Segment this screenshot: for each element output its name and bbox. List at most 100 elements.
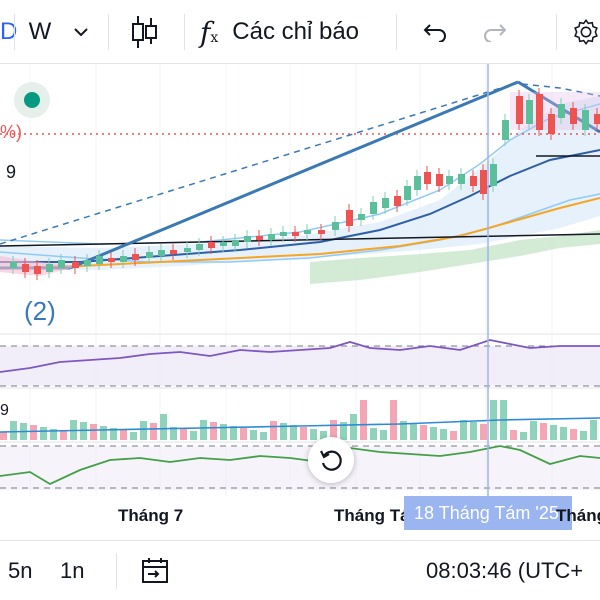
bollinger-fill — [0, 96, 600, 270]
volume-bar — [560, 427, 567, 440]
oscillator-band — [0, 446, 600, 490]
volume-bar — [460, 420, 467, 440]
reset-view-button[interactable] — [308, 437, 354, 483]
indicators-label: Các chỉ báo — [232, 18, 360, 45]
candle-body — [120, 256, 127, 262]
candle-body — [582, 110, 589, 130]
volume-bar — [160, 414, 167, 440]
candle-body — [318, 230, 325, 234]
volume-bar — [280, 423, 287, 440]
range-1n-button[interactable]: 1n — [60, 541, 84, 600]
volume-bar — [30, 425, 37, 440]
chart-area[interactable] — [0, 64, 600, 540]
candle-body — [132, 254, 139, 260]
candle-body — [526, 100, 533, 124]
candle-body — [268, 234, 275, 240]
volume-average-line — [0, 417, 600, 433]
top-toolbar: D W fx Các chỉ báo — [0, 0, 600, 64]
go-to-date-icon[interactable] — [140, 541, 170, 600]
candle-body — [414, 176, 421, 190]
volume-bar — [140, 421, 147, 440]
volume-bar — [170, 427, 177, 440]
time-label-july: Tháng 7 — [118, 506, 184, 525]
volume-bar — [230, 426, 237, 440]
candle-body — [458, 174, 465, 184]
candle-body — [244, 236, 251, 242]
volume-bar — [310, 429, 317, 440]
volume-bar — [200, 420, 207, 440]
moving-average-orange — [0, 197, 600, 269]
candle-body — [96, 256, 103, 264]
volume-bar — [60, 431, 67, 440]
chevron-down-icon[interactable] — [66, 0, 96, 64]
rsi-band — [0, 346, 600, 386]
volume-bar — [110, 428, 117, 440]
trendline-black — [0, 233, 600, 247]
volume-bar — [360, 400, 367, 440]
rsi-level-label: 9 — [0, 402, 9, 419]
volume-bar — [130, 432, 137, 440]
candle-body — [304, 230, 311, 234]
candle-body — [394, 196, 401, 206]
candle-body — [370, 202, 377, 214]
volume-bar — [540, 423, 547, 440]
toolbar-divider — [396, 14, 397, 50]
volume-bar — [390, 400, 397, 440]
volume-bar — [270, 421, 277, 440]
candle-body — [256, 236, 263, 240]
toolbar-divider — [556, 14, 557, 50]
volume-bar — [400, 421, 407, 440]
candle-body — [358, 214, 365, 220]
interval-partial[interactable]: D — [0, 0, 18, 64]
time-axis[interactable]: Tháng 7 Tháng Tám 18 Tháng Tám '25 Tháng — [0, 496, 600, 536]
pane-label-percent: %) — [0, 122, 22, 142]
volume-bar — [190, 431, 197, 440]
toolbar-divider — [108, 14, 109, 50]
redo-icon[interactable] — [476, 0, 516, 64]
price-chart[interactable] — [0, 64, 600, 540]
toolbar-divider — [14, 14, 15, 50]
data-status-icon[interactable] — [14, 82, 50, 118]
candle-body — [490, 164, 497, 186]
candle-body — [146, 252, 153, 258]
undo-icon[interactable] — [414, 0, 454, 64]
range-1n-label: 1n — [60, 558, 85, 583]
interval-partial-text: D — [0, 18, 18, 45]
bottom-bar: 5n 1n 08:03:46 (UTC+ — [0, 540, 600, 600]
candle-body — [436, 174, 443, 186]
volume-bar — [410, 423, 417, 440]
candle-body — [404, 186, 411, 200]
volume-bar — [210, 422, 217, 440]
candle-body — [548, 114, 555, 134]
candle-body — [570, 108, 577, 124]
candle-body — [332, 222, 339, 230]
time-label-august: Tháng Tám — [334, 506, 425, 525]
candle-body — [502, 120, 509, 140]
candle-body — [208, 242, 215, 248]
candle-body — [480, 170, 487, 194]
volume-bar — [580, 431, 587, 440]
candle-body — [108, 258, 115, 262]
range-5n-button[interactable]: 5n — [8, 541, 32, 600]
candle-body — [84, 260, 91, 266]
candle-body — [220, 242, 227, 246]
clock-timezone[interactable]: 08:03:46 (UTC+ — [426, 541, 583, 600]
volume-bar — [150, 423, 157, 440]
reset-icon — [320, 450, 342, 471]
candles-icon[interactable] — [120, 0, 168, 64]
candle-body — [184, 248, 191, 252]
volume-bar — [50, 429, 57, 440]
indicators-button[interactable]: fx Các chỉ báo — [200, 0, 380, 64]
volume-bar — [350, 414, 357, 440]
volume-bar — [250, 430, 257, 440]
candle-body — [470, 176, 477, 186]
candle-body — [58, 260, 65, 268]
volume-bar — [10, 421, 17, 440]
volume-bar — [0, 432, 7, 440]
rsi-line — [0, 339, 600, 373]
volume-bar — [220, 424, 227, 440]
gear-icon[interactable] — [572, 0, 600, 64]
candle-body — [10, 262, 17, 268]
volume-bar — [290, 425, 297, 440]
interval-button[interactable]: W — [22, 0, 58, 64]
